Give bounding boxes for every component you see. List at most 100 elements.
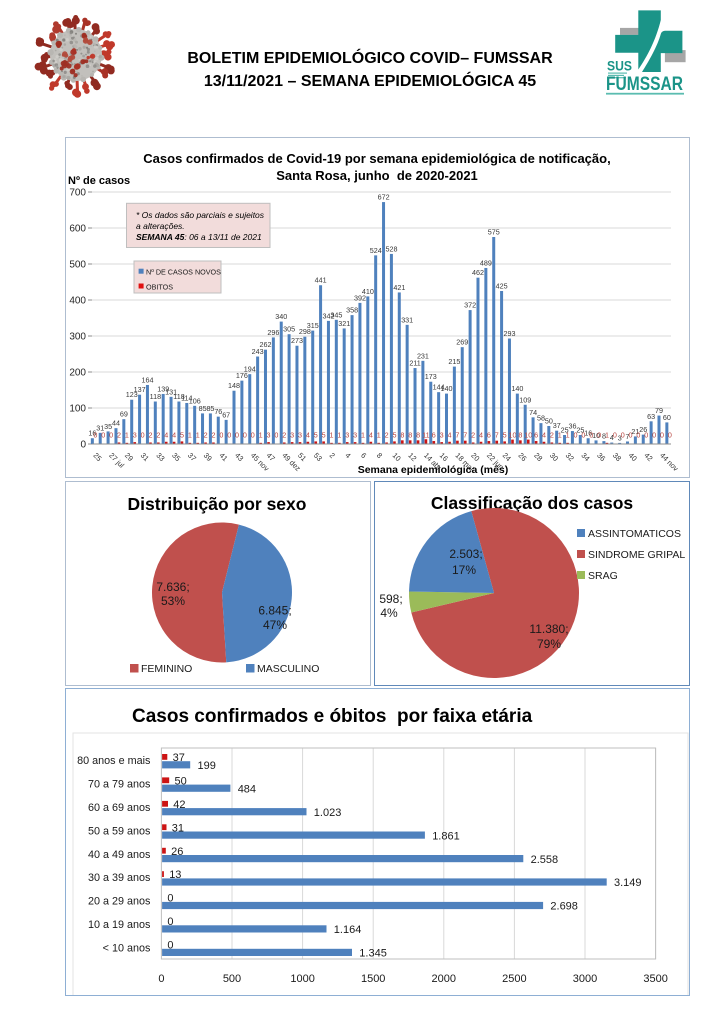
svg-text:3: 3 xyxy=(267,431,271,440)
svg-text:672: 672 xyxy=(378,193,390,202)
svg-text:315: 315 xyxy=(307,321,319,330)
svg-text:3: 3 xyxy=(290,431,294,440)
svg-text:0: 0 xyxy=(644,431,648,440)
svg-text:1.345: 1.345 xyxy=(359,948,387,960)
svg-text:Nº de casos: Nº de casos xyxy=(68,175,130,187)
svg-text:0: 0 xyxy=(668,431,672,440)
svg-text:26: 26 xyxy=(639,425,647,434)
svg-text:25: 25 xyxy=(576,426,584,435)
svg-text:SRAG: SRAG xyxy=(588,570,618,582)
svg-text:Distribuição por sexo: Distribuição por sexo xyxy=(128,494,307,514)
svg-text:2: 2 xyxy=(385,431,389,440)
svg-text:1000: 1000 xyxy=(290,973,314,985)
svg-text:421: 421 xyxy=(393,283,405,292)
svg-text:176: 176 xyxy=(236,371,248,380)
svg-text:1: 1 xyxy=(566,431,570,440)
svg-text:31: 31 xyxy=(96,423,104,432)
svg-text:40 a 49 anos: 40 a 49 anos xyxy=(88,849,151,861)
svg-text:16: 16 xyxy=(584,429,592,438)
svg-text:524: 524 xyxy=(370,246,382,255)
svg-text:3: 3 xyxy=(440,431,444,440)
svg-text:410: 410 xyxy=(362,287,374,296)
svg-text:16: 16 xyxy=(88,429,96,438)
svg-text:243: 243 xyxy=(252,347,264,356)
svg-text:0: 0 xyxy=(235,431,239,440)
svg-text:79: 79 xyxy=(655,406,663,415)
svg-text:118: 118 xyxy=(173,392,184,401)
svg-text:53: 53 xyxy=(312,451,324,463)
svg-text:36: 36 xyxy=(595,451,607,463)
svg-text:30 a 39 anos: 30 a 39 anos xyxy=(88,872,151,884)
svg-text:34: 34 xyxy=(579,451,591,463)
svg-text:211: 211 xyxy=(409,359,420,368)
svg-text:1: 1 xyxy=(188,431,192,440)
svg-text:340: 340 xyxy=(275,312,287,321)
svg-text:0: 0 xyxy=(573,431,577,440)
svg-text:489: 489 xyxy=(480,258,492,267)
svg-text:0: 0 xyxy=(101,431,105,440)
svg-text:0: 0 xyxy=(621,431,625,440)
svg-text:63: 63 xyxy=(647,412,655,421)
svg-text:100: 100 xyxy=(69,404,86,415)
svg-text:0: 0 xyxy=(167,916,173,928)
svg-text:331: 331 xyxy=(401,315,413,324)
svg-text:ASSINTOMATICOS: ASSINTOMATICOS xyxy=(588,528,681,540)
svg-text:164: 164 xyxy=(141,375,153,384)
svg-text:11.380;: 11.380; xyxy=(529,622,568,636)
svg-text:2000: 2000 xyxy=(432,973,456,985)
svg-text:25: 25 xyxy=(91,451,103,463)
svg-text:OBITOS: OBITOS xyxy=(146,282,173,291)
svg-text:42: 42 xyxy=(173,799,185,811)
svg-text:400: 400 xyxy=(69,296,86,307)
svg-text:5: 5 xyxy=(314,431,318,440)
svg-text:2: 2 xyxy=(156,431,160,440)
svg-text:342: 342 xyxy=(323,311,335,320)
svg-text:74: 74 xyxy=(529,408,537,417)
svg-text:0: 0 xyxy=(652,431,656,440)
svg-text:7.636;: 7.636; xyxy=(156,580,189,594)
svg-text:Casos confirmados de Covid-19: Casos confirmados de Covid-19 por semana… xyxy=(143,151,610,166)
svg-text:600: 600 xyxy=(69,224,86,235)
svg-text:5: 5 xyxy=(392,431,396,440)
svg-text:8: 8 xyxy=(375,451,384,460)
svg-text:3: 3 xyxy=(618,433,622,442)
svg-text:1: 1 xyxy=(125,431,129,440)
svg-text:0: 0 xyxy=(167,940,173,952)
svg-text:38: 38 xyxy=(611,451,623,463)
svg-text:131: 131 xyxy=(165,387,177,396)
svg-text:7: 7 xyxy=(626,432,630,441)
svg-text:148: 148 xyxy=(228,381,240,390)
svg-text:MASCULINO: MASCULINO xyxy=(257,663,319,675)
svg-text:SEMANA 45: 06 a 13/11 de 2021: SEMANA 45: 06 a 13/11 de 2021 xyxy=(136,232,262,242)
svg-text:273: 273 xyxy=(291,336,303,345)
svg-text:2: 2 xyxy=(211,431,215,440)
svg-text:37: 37 xyxy=(186,451,198,463)
svg-text:30: 30 xyxy=(548,451,560,463)
svg-text:6: 6 xyxy=(534,431,538,440)
svg-text:8: 8 xyxy=(602,432,606,441)
svg-text:200: 200 xyxy=(69,368,86,379)
svg-text:4: 4 xyxy=(448,431,452,440)
svg-text:139: 139 xyxy=(157,384,169,393)
svg-text:140: 140 xyxy=(511,384,523,393)
svg-text:500: 500 xyxy=(223,973,241,985)
svg-text:262: 262 xyxy=(260,340,272,349)
svg-text:4: 4 xyxy=(369,431,373,440)
svg-text:8: 8 xyxy=(416,431,420,440)
svg-text:345: 345 xyxy=(330,310,342,319)
svg-text:2.698: 2.698 xyxy=(550,901,578,913)
svg-text:0: 0 xyxy=(243,431,247,440)
svg-text:2: 2 xyxy=(148,431,152,440)
svg-text:40: 40 xyxy=(627,451,639,463)
svg-text:1: 1 xyxy=(558,431,562,440)
svg-text:462: 462 xyxy=(472,268,484,277)
svg-text:199: 199 xyxy=(198,760,216,772)
svg-text:118: 118 xyxy=(150,392,161,401)
svg-text:7: 7 xyxy=(495,431,499,440)
svg-text:31: 31 xyxy=(172,822,184,834)
svg-text:25: 25 xyxy=(561,426,569,435)
svg-text:10: 10 xyxy=(391,451,403,463)
svg-text:0: 0 xyxy=(597,431,601,440)
svg-text:106: 106 xyxy=(189,396,201,405)
svg-text:0: 0 xyxy=(274,431,278,440)
